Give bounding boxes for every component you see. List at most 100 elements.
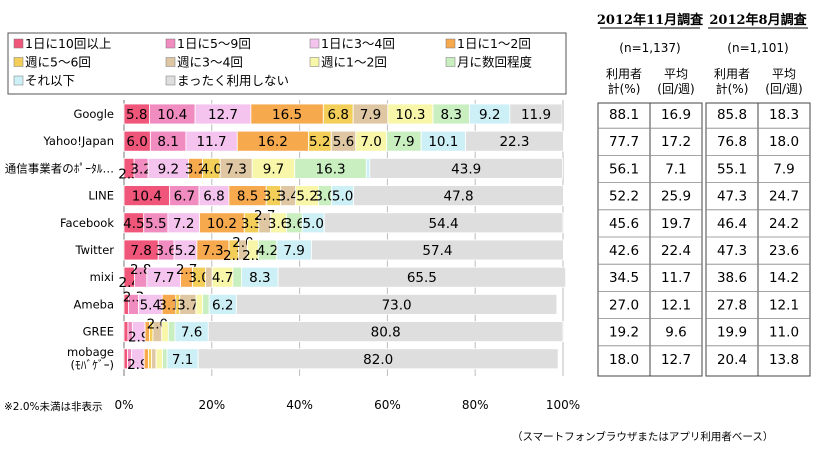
table-cell: 16.9 <box>661 107 691 123</box>
column-header: 計(%) <box>608 81 641 96</box>
bar-segment <box>232 266 243 288</box>
data-label: 11.9 <box>521 107 551 123</box>
data-label: 4.5 <box>123 216 144 232</box>
table-cell: 7.1 <box>665 161 686 177</box>
bar-segment <box>167 321 176 343</box>
data-label: 16.2 <box>258 134 288 150</box>
data-label: 6.0 <box>126 134 147 150</box>
bar-segment <box>143 348 149 370</box>
data-label: 16.3 <box>316 161 346 177</box>
bar-segment <box>162 348 168 370</box>
table-cell: 34.5 <box>609 270 639 286</box>
data-label: 6.8 <box>327 107 348 123</box>
data-label: 2.9 <box>127 357 148 373</box>
x-tick-label: 60% <box>374 398 401 412</box>
data-label: 47.8 <box>443 189 473 205</box>
data-label: 3.0 <box>314 189 335 205</box>
data-label: 6.8 <box>203 189 224 205</box>
data-label: 6.2 <box>212 297 233 313</box>
legend-swatch <box>165 57 176 67</box>
table-cell: 55.1 <box>717 161 747 177</box>
data-label: 3.2 <box>185 161 206 177</box>
data-label: 9.2 <box>158 161 179 177</box>
footnote-right: （スマートフォンブラウザまたはアプリ利用者ベース） <box>512 430 773 443</box>
column-header: (回/週) <box>765 82 802 96</box>
column-header: 平均 <box>664 67 688 81</box>
table-cell: 17.2 <box>661 134 691 150</box>
table-cell: 22.4 <box>661 243 691 259</box>
table-cell: 11.7 <box>661 270 691 286</box>
category-label: mobage <box>67 345 114 359</box>
data-label: 8.1 <box>157 134 178 150</box>
data-label: 5.4 <box>140 297 161 313</box>
data-label: 3.0 <box>188 270 209 286</box>
stacked-bars: 5.8 10.4 12.7 16.5 6.8 7.9 10.3 8.3 9.2 11.9 6.0 8.… <box>118 103 567 373</box>
legend-entry: それ以下 <box>25 73 75 88</box>
bar-segment <box>151 348 157 370</box>
data-label: 22.3 <box>499 134 529 150</box>
data-label: 9.2 <box>479 107 500 123</box>
legend-swatch <box>165 38 176 49</box>
data-label: 7.2 <box>173 216 194 232</box>
data-label: 3.4 <box>277 189 298 205</box>
data-label: 73.0 <box>382 297 412 313</box>
data-label: 57.4 <box>422 243 452 259</box>
category-label: mixi <box>90 270 114 284</box>
data-label: 8.3 <box>441 107 462 123</box>
data-label: 3.7 <box>177 297 198 313</box>
table-cell: 9.6 <box>665 325 686 341</box>
bar-segment <box>235 293 558 315</box>
table-cell: 14.2 <box>769 270 799 286</box>
category-labels: Google Yahoo!Japan 通信事業者のﾎﾟｰﾀﾙ… LINE Faceboo… <box>5 107 115 372</box>
data-label: 3.6 <box>155 243 176 259</box>
table-cell: 23.6 <box>769 243 799 259</box>
data-label: 10.2 <box>207 216 237 232</box>
legend-swatch <box>13 57 24 67</box>
data-label: 7.1 <box>172 352 193 368</box>
data-label: 5.8 <box>126 107 147 123</box>
data-label: 7.3 <box>202 243 223 259</box>
category-label: Yahoo!Japan <box>42 134 114 148</box>
data-label: 6.7 <box>174 189 195 205</box>
bar-segment <box>369 157 563 179</box>
data-label: 7.3 <box>225 161 246 177</box>
legend-swatch <box>165 75 176 86</box>
data-label: 7.0 <box>360 134 381 150</box>
table-cell: 76.8 <box>717 134 747 150</box>
legend-entry: 週に1～2回 <box>321 55 387 70</box>
legend-swatch <box>309 38 320 49</box>
x-tick-labels: 0% 20% 40% 60% 80% 100% <box>114 398 580 412</box>
data-label: 80.8 <box>371 325 401 341</box>
bar-segment <box>155 348 164 370</box>
data-label: 4.7 <box>212 270 233 286</box>
table-cell: 19.7 <box>661 216 691 232</box>
data-label: 3.3 <box>263 189 284 205</box>
data-label: 8.5 <box>237 189 258 205</box>
x-tick-label: 0% <box>114 398 133 412</box>
table-cell: 7.9 <box>773 161 794 177</box>
data-label: 7.6 <box>181 325 202 341</box>
data-label: 3.6 <box>284 216 305 232</box>
table-cell: 47.3 <box>717 243 747 259</box>
bar-segment <box>465 130 564 152</box>
legend-swatch <box>13 38 24 49</box>
footnote-left: ※2.0%未満は非表示 <box>4 400 102 413</box>
bar-segment <box>148 348 153 370</box>
legend-entry: 1日に10回以上 <box>25 36 111 51</box>
data-label: 10.1 <box>428 134 458 150</box>
bar-segment <box>197 348 559 370</box>
legend-entry: 月に数回程度 <box>457 55 533 70</box>
data-label: 4.0 <box>201 161 222 177</box>
legend-entry: 1日に5～9回 <box>177 36 251 51</box>
table-cell: 56.1 <box>609 161 639 177</box>
bar-segment <box>365 157 371 179</box>
category-label: 通信事業者のﾎﾟｰﾀﾙ… <box>5 161 114 175</box>
legend-entry: 1日に1～2回 <box>457 36 531 51</box>
table-cell: 46.4 <box>717 216 747 232</box>
table-cell: 47.3 <box>717 189 747 205</box>
category-label: Ameba <box>74 297 115 311</box>
data-label: 3.3 <box>241 216 262 232</box>
table-cell: 25.9 <box>661 189 691 205</box>
x-tick-label: 100% <box>546 398 580 412</box>
data-label: 3.6 <box>268 216 289 232</box>
